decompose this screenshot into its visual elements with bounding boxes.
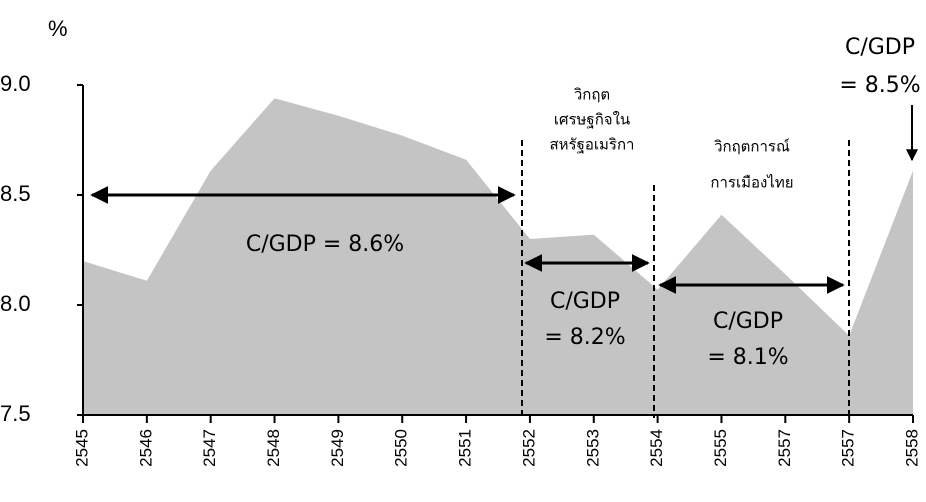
annotation-lines xyxy=(90,105,918,418)
x-tick-label: 2546 xyxy=(136,429,155,467)
annotation: = 8.2% xyxy=(544,325,625,350)
annotation: C/GDP xyxy=(713,309,783,334)
y-axis-label: % xyxy=(48,16,68,41)
x-tick-label: 2557 xyxy=(775,429,794,467)
x-tick-label: 2547 xyxy=(200,429,219,467)
x-tick-label: 2553 xyxy=(583,429,602,467)
x-tick-label: 2550 xyxy=(392,429,411,467)
y-tick-label: 9.0 xyxy=(0,71,31,96)
annotation: C/GDP = 8.6% xyxy=(246,232,404,257)
x-tick-label: 2551 xyxy=(456,429,475,467)
y-tick-label: 7.5 xyxy=(0,401,31,426)
annotation: วิกฤตการณ์ xyxy=(714,138,790,156)
plot-area xyxy=(83,98,913,415)
annotation: การเมืองไทย xyxy=(710,174,793,192)
annotation: = 8.5% xyxy=(839,73,920,98)
x-tick-label: 2557 xyxy=(839,429,858,467)
annotation: = 8.1% xyxy=(707,345,788,370)
annotation: C/GDP xyxy=(550,289,620,314)
x-tick-label: 2548 xyxy=(264,429,283,467)
annotation: C/GDP xyxy=(845,35,915,60)
x-tick-label: 2549 xyxy=(328,429,347,467)
x-tick-label: 2555 xyxy=(711,429,730,467)
y-tick-label: 8.0 xyxy=(0,291,31,316)
x-tick-label: 2552 xyxy=(519,429,538,467)
y-tick-label: 8.5 xyxy=(0,181,31,206)
annotation: วิกฤต xyxy=(573,86,610,104)
annotation: สหรัฐอเมริกา xyxy=(550,136,635,154)
annotation: เศรษฐกิจใน xyxy=(554,111,630,129)
x-tick-label: 2545 xyxy=(72,429,91,467)
area xyxy=(83,98,913,415)
x-tick-label: 2558 xyxy=(902,429,921,467)
x-tick-label: 2554 xyxy=(647,429,666,467)
